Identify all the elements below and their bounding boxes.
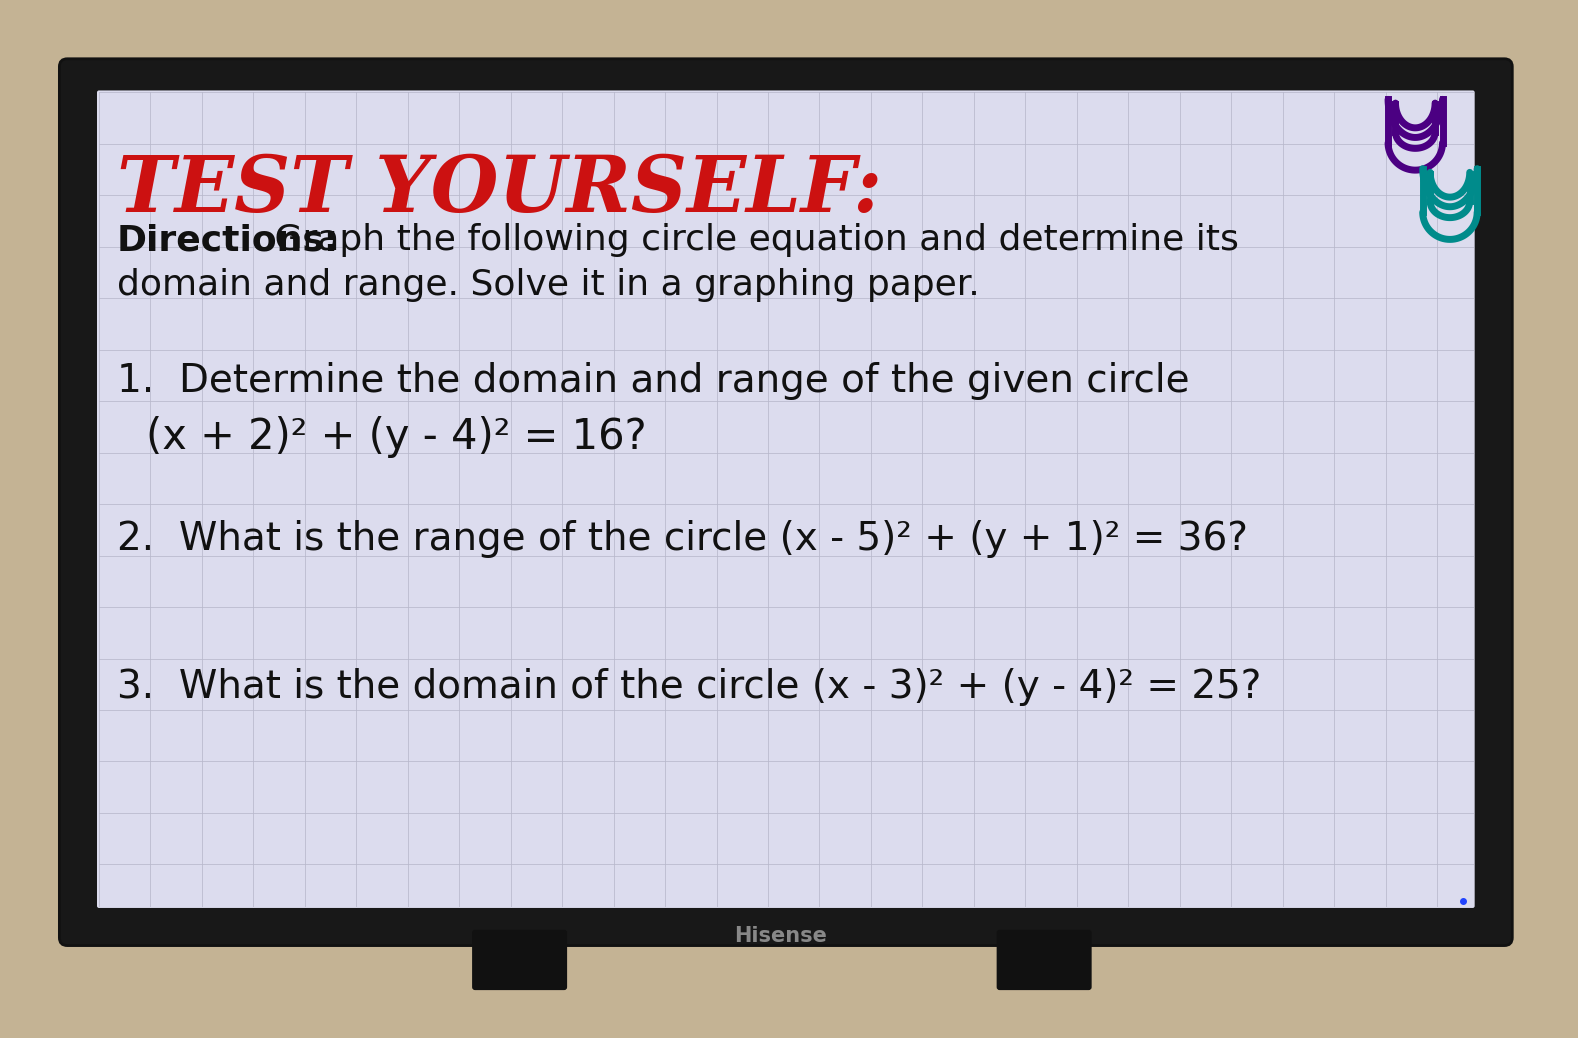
- Text: (x + 2)² + (y - 4)² = 16?: (x + 2)² + (y - 4)² = 16?: [147, 416, 647, 458]
- Text: Directions:: Directions:: [117, 223, 339, 257]
- Text: TEST YOURSELF:: TEST YOURSELF:: [117, 152, 882, 228]
- Text: 1.  Determine the domain and range of the given circle: 1. Determine the domain and range of the…: [117, 361, 1190, 400]
- FancyBboxPatch shape: [997, 930, 1092, 990]
- FancyBboxPatch shape: [96, 90, 1475, 908]
- Text: 3.  What is the domain of the circle (x - 3)² + (y - 4)² = 25?: 3. What is the domain of the circle (x -…: [117, 668, 1261, 707]
- Text: Graph the following circle equation and determine its: Graph the following circle equation and …: [264, 223, 1239, 257]
- FancyBboxPatch shape: [472, 930, 567, 990]
- Text: domain and range. Solve it in a graphing paper.: domain and range. Solve it in a graphing…: [117, 268, 980, 302]
- Text: Hisense: Hisense: [734, 926, 827, 946]
- Text: 2.  What is the range of the circle (x - 5)² + (y + 1)² = 36?: 2. What is the range of the circle (x - …: [117, 520, 1248, 558]
- FancyBboxPatch shape: [60, 59, 1512, 946]
